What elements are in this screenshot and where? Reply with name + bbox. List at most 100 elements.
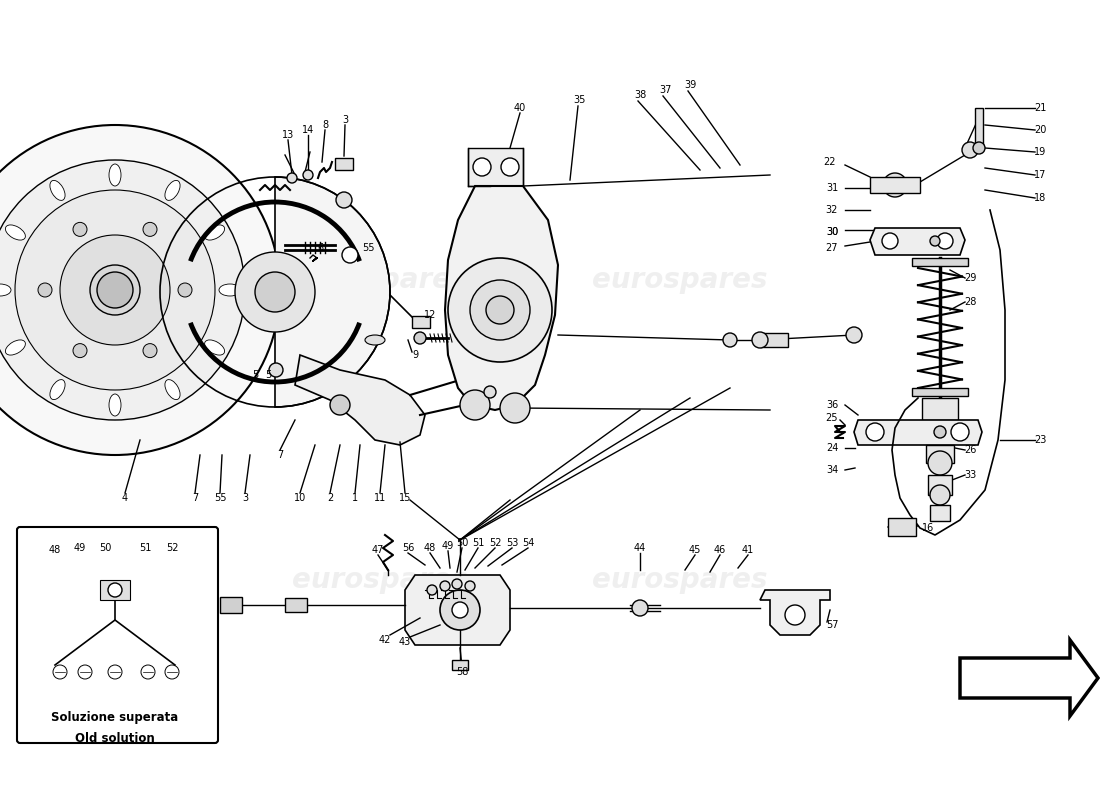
Text: 44: 44 <box>634 543 646 553</box>
Ellipse shape <box>165 181 180 200</box>
Text: 9: 9 <box>411 350 418 360</box>
Circle shape <box>39 283 52 297</box>
Text: 58: 58 <box>455 667 469 677</box>
Text: 32: 32 <box>826 205 838 215</box>
Text: 43: 43 <box>399 637 411 647</box>
Text: 48: 48 <box>424 543 436 553</box>
Polygon shape <box>405 575 510 645</box>
Circle shape <box>302 170 313 180</box>
Circle shape <box>141 665 155 679</box>
Circle shape <box>785 605 805 625</box>
Text: 53: 53 <box>506 538 518 548</box>
Circle shape <box>15 190 214 390</box>
Bar <box>870 177 920 193</box>
Circle shape <box>460 390 490 420</box>
Circle shape <box>882 233 898 249</box>
Text: 7: 7 <box>191 493 198 503</box>
Text: 51: 51 <box>139 543 151 553</box>
Text: 50: 50 <box>455 538 469 548</box>
Bar <box>468 148 522 186</box>
Circle shape <box>440 590 480 630</box>
Text: 5: 5 <box>252 370 258 380</box>
Text: 39: 39 <box>684 80 696 90</box>
Text: Soluzione superata: Soluzione superata <box>52 711 178 725</box>
Circle shape <box>937 233 953 249</box>
Circle shape <box>143 344 157 358</box>
Text: 31: 31 <box>826 183 838 193</box>
Text: 52: 52 <box>488 538 502 548</box>
Text: 54: 54 <box>521 538 535 548</box>
Circle shape <box>287 173 297 183</box>
Circle shape <box>928 451 952 475</box>
Text: 2: 2 <box>327 493 333 503</box>
Bar <box>888 518 916 536</box>
Text: 3: 3 <box>242 493 249 503</box>
Text: Old solution: Old solution <box>75 731 155 745</box>
Circle shape <box>178 283 192 297</box>
Circle shape <box>846 327 862 343</box>
Circle shape <box>108 665 122 679</box>
Circle shape <box>723 333 737 347</box>
Text: 14: 14 <box>301 125 315 135</box>
Circle shape <box>440 581 450 591</box>
Circle shape <box>883 173 908 197</box>
Bar <box>930 505 950 521</box>
Circle shape <box>53 665 67 679</box>
Ellipse shape <box>205 340 224 355</box>
Text: 7: 7 <box>277 450 283 460</box>
Text: 1: 1 <box>352 493 359 503</box>
Bar <box>912 388 968 396</box>
Text: 52: 52 <box>166 543 178 553</box>
Polygon shape <box>960 640 1098 716</box>
Circle shape <box>342 247 358 263</box>
Text: 8: 8 <box>322 120 328 130</box>
Text: 46: 46 <box>714 545 726 555</box>
Ellipse shape <box>365 335 385 345</box>
Bar <box>100 580 130 600</box>
Text: 33: 33 <box>964 470 976 480</box>
Circle shape <box>97 272 133 308</box>
Circle shape <box>235 252 315 332</box>
Bar <box>975 108 983 148</box>
Text: 51: 51 <box>472 538 484 548</box>
Circle shape <box>90 265 140 315</box>
Bar <box>412 316 430 328</box>
Text: 16: 16 <box>922 523 934 533</box>
Circle shape <box>414 332 426 344</box>
Ellipse shape <box>50 181 65 200</box>
Text: 13: 13 <box>282 130 294 140</box>
Text: 27: 27 <box>826 243 838 253</box>
Circle shape <box>500 158 519 176</box>
Polygon shape <box>854 420 982 445</box>
Circle shape <box>962 142 978 158</box>
Bar <box>760 333 788 347</box>
Bar <box>220 597 242 613</box>
Text: 36: 36 <box>826 400 838 410</box>
Text: 19: 19 <box>1034 147 1046 157</box>
Text: 45: 45 <box>689 545 701 555</box>
Text: 34: 34 <box>826 465 838 475</box>
Text: 49: 49 <box>74 543 86 553</box>
Circle shape <box>934 426 946 438</box>
Ellipse shape <box>109 164 121 186</box>
Text: 38: 38 <box>634 90 646 100</box>
Polygon shape <box>446 186 558 410</box>
Ellipse shape <box>109 394 121 416</box>
Text: 23: 23 <box>1034 435 1046 445</box>
Circle shape <box>866 423 884 441</box>
Text: 30: 30 <box>826 227 838 237</box>
Text: 5: 5 <box>265 370 271 380</box>
Circle shape <box>486 296 514 324</box>
Circle shape <box>500 393 530 423</box>
Text: 26: 26 <box>964 445 976 455</box>
Circle shape <box>78 665 92 679</box>
Circle shape <box>448 258 552 362</box>
Text: 21: 21 <box>1034 103 1046 113</box>
Bar <box>285 598 307 612</box>
Wedge shape <box>275 177 390 407</box>
Bar <box>928 475 952 495</box>
Ellipse shape <box>6 225 25 240</box>
Text: 17: 17 <box>1034 170 1046 180</box>
Circle shape <box>974 142 984 154</box>
Circle shape <box>470 280 530 340</box>
